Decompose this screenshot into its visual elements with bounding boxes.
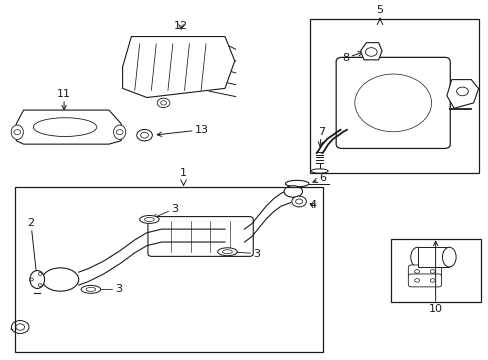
Ellipse shape <box>284 186 302 197</box>
Ellipse shape <box>30 271 44 288</box>
Text: 2: 2 <box>27 218 39 277</box>
Polygon shape <box>13 320 28 333</box>
Bar <box>417 247 448 267</box>
Text: 3: 3 <box>94 284 122 294</box>
Bar <box>310 19 478 173</box>
Polygon shape <box>16 110 121 144</box>
Text: 7: 7 <box>317 127 325 147</box>
Text: 3: 3 <box>153 204 178 218</box>
Text: 10: 10 <box>428 241 442 314</box>
Text: 3: 3 <box>231 248 260 258</box>
Bar <box>15 187 322 352</box>
Text: 6: 6 <box>312 173 325 183</box>
Ellipse shape <box>33 118 97 136</box>
Ellipse shape <box>42 268 79 291</box>
Ellipse shape <box>410 247 424 267</box>
Text: 4: 4 <box>9 321 20 334</box>
Ellipse shape <box>285 180 308 187</box>
Polygon shape <box>122 37 234 98</box>
Bar <box>390 239 480 302</box>
Ellipse shape <box>113 125 125 139</box>
Ellipse shape <box>442 247 455 267</box>
Text: 11: 11 <box>57 89 71 110</box>
FancyBboxPatch shape <box>407 274 441 287</box>
Ellipse shape <box>217 248 237 256</box>
Circle shape <box>137 130 152 141</box>
Text: 1: 1 <box>180 168 187 178</box>
Circle shape <box>291 196 306 207</box>
Text: 13: 13 <box>157 125 208 136</box>
Polygon shape <box>360 42 381 60</box>
Ellipse shape <box>81 285 101 293</box>
Text: 8: 8 <box>342 51 362 63</box>
Text: 5: 5 <box>376 5 383 15</box>
Ellipse shape <box>310 169 327 173</box>
Ellipse shape <box>11 125 23 139</box>
Ellipse shape <box>140 216 159 224</box>
Text: 9: 9 <box>449 89 460 99</box>
Text: 12: 12 <box>174 21 188 31</box>
Circle shape <box>11 320 29 333</box>
Polygon shape <box>446 80 478 108</box>
Circle shape <box>157 98 169 108</box>
Text: 4: 4 <box>308 200 316 210</box>
Polygon shape <box>138 130 151 141</box>
FancyBboxPatch shape <box>407 265 441 278</box>
FancyBboxPatch shape <box>148 217 253 256</box>
FancyBboxPatch shape <box>335 57 449 148</box>
